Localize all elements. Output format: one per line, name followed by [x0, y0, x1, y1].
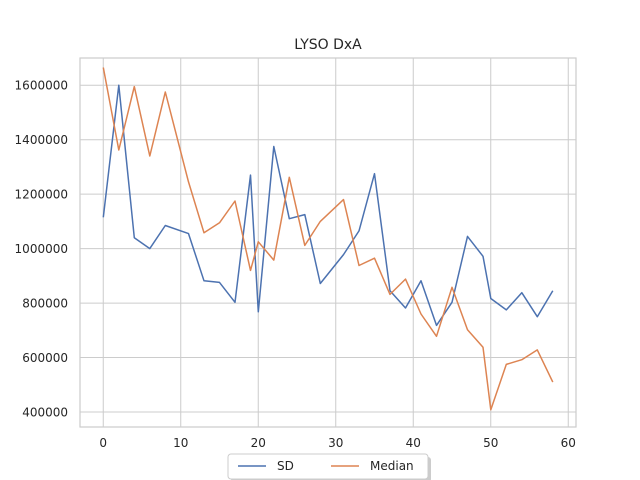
- legend: SD Median: [227, 453, 431, 480]
- series-line-median: [102, 67, 554, 411]
- legend-box: [227, 453, 429, 480]
- y-tick-label: 400000: [22, 406, 68, 420]
- axes-frame: [79, 57, 577, 428]
- plot-frame: [79, 57, 577, 428]
- x-tick-label: 20: [251, 436, 266, 450]
- series-lines: [102, 67, 554, 411]
- plot-background: [80, 58, 576, 427]
- x-tick-label: 0: [99, 436, 107, 450]
- x-tick-label: 60: [561, 436, 576, 450]
- y-tick-label: 1000000: [15, 242, 68, 256]
- x-tick-label: 40: [406, 436, 421, 450]
- x-tick-label: 10: [173, 436, 188, 450]
- y-tick-label: 1200000: [15, 188, 68, 202]
- x-axis-ticks: 0 10 20 30 40 50 60: [99, 436, 575, 450]
- y-tick-label: 600000: [22, 351, 68, 365]
- y-tick-label: 1400000: [15, 133, 68, 147]
- y-tick-label: 800000: [22, 297, 68, 311]
- x-tick-label: 30: [328, 436, 343, 450]
- chart-title: LYSO DxA: [294, 37, 362, 53]
- x-tick-label: 50: [483, 436, 498, 450]
- series-line-sd: [102, 84, 554, 327]
- y-tick-label: 1600000: [15, 79, 68, 93]
- y-axis-ticks: 400000 600000 800000 1000000 1200000 1400000 1…: [15, 79, 68, 420]
- legend-label-median: Median: [370, 459, 414, 473]
- legend-label-sd: SD: [277, 459, 294, 473]
